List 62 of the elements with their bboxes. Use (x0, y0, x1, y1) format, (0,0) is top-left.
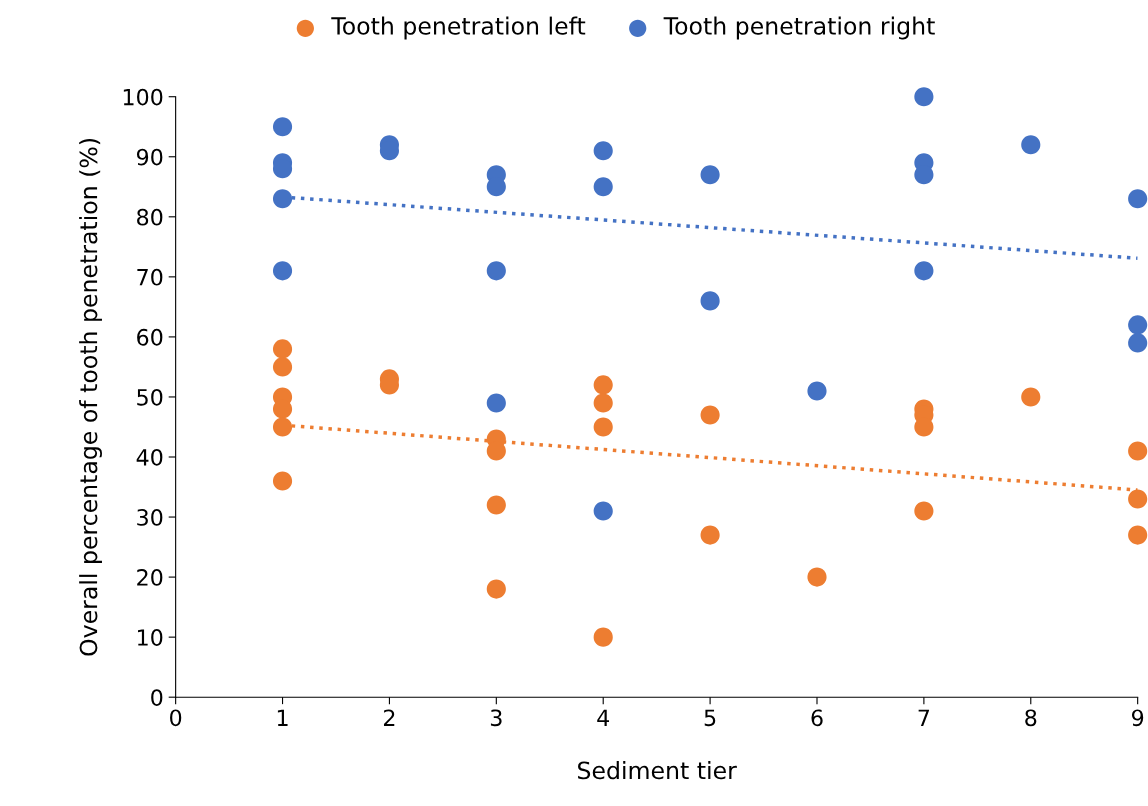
point (1128, 333, 1148, 353)
point (486, 177, 506, 197)
y-tick-label: 30 (137, 509, 163, 526)
point (914, 261, 934, 281)
y-tick-label: 0 (151, 689, 163, 706)
point (914, 501, 934, 521)
point (807, 567, 827, 587)
point (272, 417, 293, 437)
point (272, 117, 293, 137)
y-tick-label: 20 (137, 569, 163, 586)
x-axis-title: Sediment tier (578, 761, 737, 780)
point (1128, 189, 1148, 209)
x-tick-label: 5 (704, 709, 716, 727)
legend-label: Tooth penetration right (663, 16, 935, 40)
x-tick-label: 1 (277, 709, 288, 726)
legend-label: Tooth penetration left (331, 16, 586, 40)
point (272, 357, 293, 377)
point (593, 501, 613, 521)
point (807, 381, 827, 401)
point (593, 417, 613, 437)
x-tick-label: 2 (383, 709, 395, 726)
point (486, 579, 506, 599)
y-tick-label: 40 (136, 448, 163, 466)
point (593, 177, 613, 197)
y-tick-label: 70 (137, 268, 163, 286)
x-tick-label: 9 (1132, 709, 1144, 727)
point (272, 339, 293, 359)
point (1128, 315, 1148, 335)
point (272, 471, 293, 491)
point (914, 87, 934, 107)
point (593, 141, 613, 161)
y-tick-label: 60 (137, 328, 163, 346)
point (1021, 135, 1041, 155)
x-tick-label: 4 (597, 709, 610, 726)
x-tick-label: 8 (1025, 709, 1037, 727)
point (1128, 489, 1148, 509)
y-tick-label: 90 (136, 148, 163, 166)
y-axis-title: Overall percentage of tooth penetration (%) (79, 139, 102, 656)
x-tick-label: 7 (918, 709, 930, 726)
point (914, 165, 934, 185)
point (486, 261, 506, 281)
x-tick-label: 6 (811, 709, 823, 727)
point (700, 405, 720, 425)
point (272, 261, 293, 281)
y-tick-label: 80 (137, 208, 163, 226)
x-tick-label: 0 (170, 709, 182, 727)
point (593, 627, 613, 647)
point (593, 375, 613, 395)
y-tick-label: 10 (138, 629, 163, 646)
point (593, 393, 613, 413)
point (1021, 387, 1041, 407)
y-tick-label: 50 (137, 388, 163, 406)
x-tick-label: 3 (490, 709, 502, 727)
point (700, 291, 720, 311)
point (272, 189, 293, 209)
point (700, 165, 720, 185)
point (1128, 525, 1148, 545)
point (1128, 441, 1148, 461)
y-tick-label: 100 (123, 88, 163, 106)
point (486, 495, 506, 515)
point (486, 393, 506, 413)
point (700, 525, 720, 545)
